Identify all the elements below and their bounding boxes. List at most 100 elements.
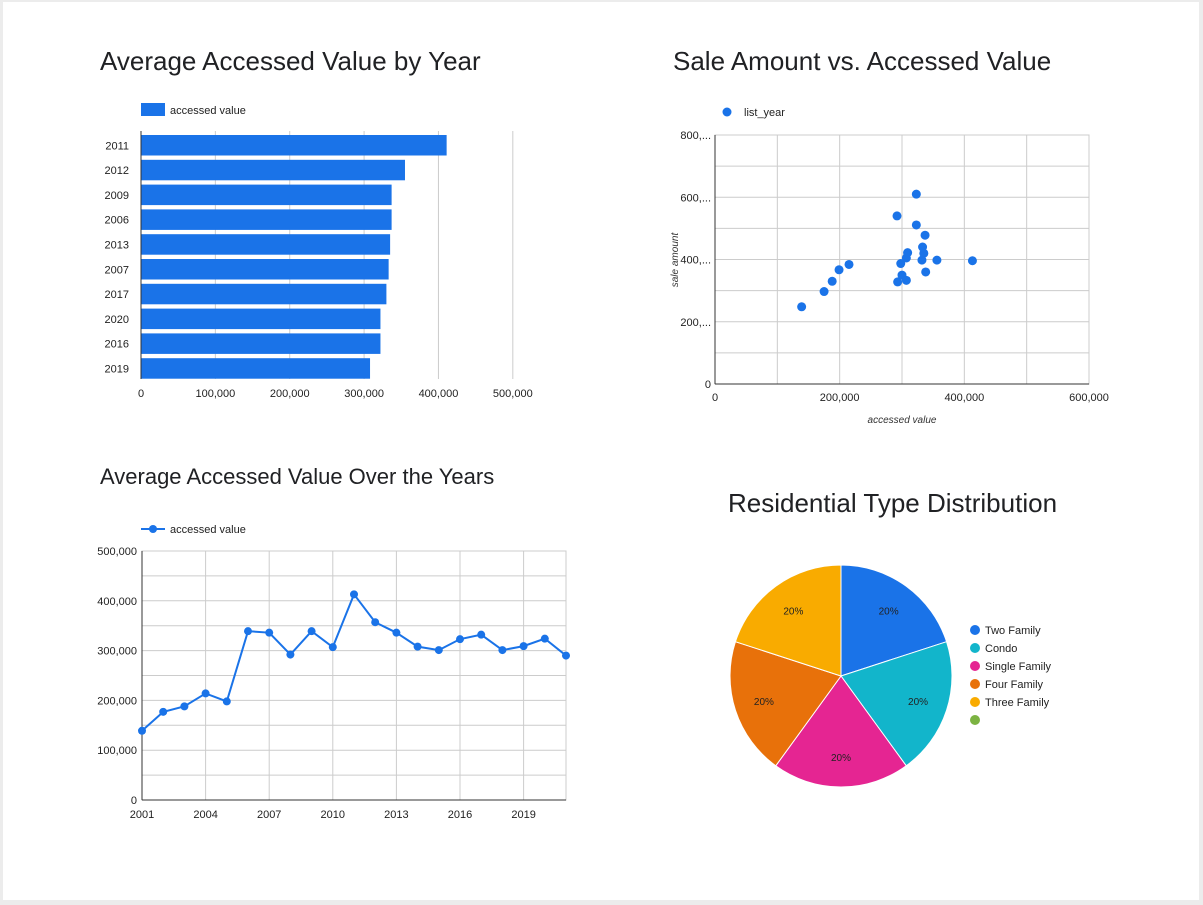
pie-legend-label: Single Family xyxy=(985,661,1052,673)
line-point-2008[interactable] xyxy=(286,650,295,659)
line-point-2001[interactable] xyxy=(138,726,146,735)
scatter-point[interactable] xyxy=(911,220,921,230)
scatter-y-tick-label: 0 xyxy=(705,379,711,391)
line-point-2002[interactable] xyxy=(159,707,168,716)
scatter-point[interactable] xyxy=(893,277,903,287)
scatter-point[interactable] xyxy=(917,255,927,265)
line-point-2012[interactable] xyxy=(371,618,380,627)
scatter-point[interactable] xyxy=(896,259,906,269)
bar-2020[interactable] xyxy=(141,308,381,330)
line-point-2020[interactable] xyxy=(540,634,549,643)
pie-legend-marker[interactable] xyxy=(970,679,980,689)
pie-legend-marker[interactable] xyxy=(970,715,980,725)
line-point-2013[interactable] xyxy=(392,628,401,637)
bar-2019[interactable] xyxy=(141,358,371,379)
line-point-2016[interactable] xyxy=(456,635,464,644)
line-point-2017[interactable] xyxy=(477,630,486,639)
bar-category-label: 2019 xyxy=(105,363,129,375)
bar-category-label: 2009 xyxy=(105,190,129,202)
scatter-legend-marker xyxy=(722,107,732,117)
line-x-tick-label: 2004 xyxy=(193,809,217,821)
bar-legend-label: accessed value xyxy=(170,105,246,117)
line-legend-label: accessed value xyxy=(170,524,246,536)
line-point-2010[interactable] xyxy=(328,643,337,652)
pie-slice-four-family[interactable] xyxy=(729,641,842,767)
scatter-point[interactable] xyxy=(834,265,844,275)
bar-2012[interactable] xyxy=(141,159,405,181)
scatter-y-tick-label: 600,... xyxy=(680,192,711,204)
bar-x-tick-label: 200,000 xyxy=(270,388,310,400)
scatter-x-tick-label: 0 xyxy=(712,392,718,404)
line-x-tick-label: 2016 xyxy=(448,809,472,821)
bar-2017[interactable] xyxy=(141,283,387,305)
scatter-point[interactable] xyxy=(921,267,931,277)
scatter-chart-title: Sale Amount vs. Accessed Value xyxy=(673,46,1051,76)
bar-x-tick-label: 300,000 xyxy=(344,388,384,400)
bar-category-label: 2016 xyxy=(105,339,129,351)
pie-slice-label: 20% xyxy=(908,697,928,708)
scatter-point[interactable] xyxy=(920,230,930,240)
line-point-2009[interactable] xyxy=(307,627,316,636)
bar-chart: Average Accessed Value by Year accessed v… xyxy=(100,46,533,400)
scatter-x-tick-label: 600,000 xyxy=(1069,392,1109,404)
line-point-2018[interactable] xyxy=(498,646,507,655)
bar-category-label: 2006 xyxy=(105,215,129,227)
scatter-point[interactable] xyxy=(819,287,829,297)
bar-2013[interactable] xyxy=(141,234,391,255)
scatter-point[interactable] xyxy=(892,211,902,221)
pie-slice-single-family[interactable] xyxy=(775,675,907,788)
scatter-y-tick-label: 200,... xyxy=(680,317,711,329)
bar-2016[interactable] xyxy=(141,333,381,354)
line-point-2007[interactable] xyxy=(265,628,274,637)
bar-chart-title: Average Accessed Value by Year xyxy=(100,46,481,76)
scatter-point[interactable] xyxy=(797,302,807,312)
scatter-point[interactable] xyxy=(911,189,921,199)
line-chart-title: Average Accessed Value Over the Years xyxy=(100,464,494,489)
line-point-2004[interactable] xyxy=(201,689,210,698)
scatter-y-axis-label: sale amount xyxy=(670,232,681,288)
pie-slice-label: 20% xyxy=(879,606,899,617)
line-y-tick-label: 400,000 xyxy=(97,596,137,608)
bar-2007[interactable] xyxy=(141,259,389,280)
line-point-2014[interactable] xyxy=(413,642,422,651)
scatter-point[interactable] xyxy=(844,259,854,269)
bar-category-label: 2013 xyxy=(105,239,129,251)
pie-legend-marker[interactable] xyxy=(970,697,980,707)
bar-2009[interactable] xyxy=(141,184,392,206)
scatter-point[interactable] xyxy=(967,256,977,266)
scatter-point[interactable] xyxy=(932,255,942,265)
line-point-2011[interactable] xyxy=(350,590,358,599)
line-x-tick-label: 2010 xyxy=(321,809,345,821)
scatter-x-tick-label: 400,000 xyxy=(944,392,984,404)
pie-slice-label: 20% xyxy=(831,753,851,764)
scatter-x-tick-label: 200,000 xyxy=(820,392,860,404)
line-point-2005[interactable] xyxy=(222,697,231,706)
scatter-point[interactable] xyxy=(919,248,929,258)
line-point-2019[interactable] xyxy=(519,642,528,651)
pie-legend-label: Two Family xyxy=(985,625,1041,637)
pie-legend-marker[interactable] xyxy=(970,643,980,653)
bar-category-label: 2017 xyxy=(105,289,129,301)
line-y-tick-label: 200,000 xyxy=(97,695,137,707)
line-point-2003[interactable] xyxy=(180,702,189,711)
pie-slice-two-family[interactable] xyxy=(840,564,948,677)
bar-2006[interactable] xyxy=(141,209,392,230)
line-x-tick-label: 2007 xyxy=(257,809,281,821)
scatter-y-tick-label: 800,... xyxy=(680,130,711,142)
pie-slice-condo[interactable] xyxy=(840,641,953,767)
line-y-tick-label: 100,000 xyxy=(97,745,137,757)
scatter-point[interactable] xyxy=(901,275,911,285)
line-point-2015[interactable] xyxy=(434,646,443,655)
line-point-2021[interactable] xyxy=(562,651,570,660)
pie-legend-marker[interactable] xyxy=(970,661,980,671)
line-y-tick-label: 300,000 xyxy=(97,646,137,658)
pie-slice-three-family[interactable] xyxy=(734,564,842,677)
dashboard-canvas: Average Accessed Value by Year accessed v… xyxy=(97,46,1109,821)
scatter-point[interactable] xyxy=(827,276,837,286)
line-legend-marker xyxy=(149,525,157,533)
line-point-2006[interactable] xyxy=(244,627,252,636)
bar-x-tick-label: 0 xyxy=(138,388,144,400)
pie-legend-marker[interactable] xyxy=(970,625,980,635)
scatter-point[interactable] xyxy=(903,248,913,258)
bar-2011[interactable] xyxy=(141,135,447,156)
